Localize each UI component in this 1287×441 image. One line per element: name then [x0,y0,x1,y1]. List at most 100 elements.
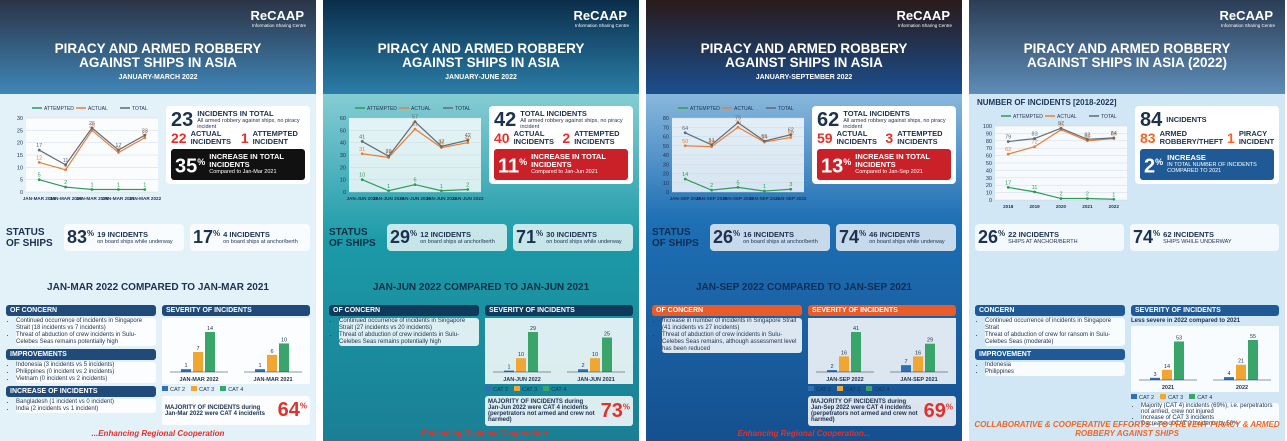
point [710,189,713,192]
point [64,168,67,171]
data-label: 11 [1032,185,1038,191]
panel: ReCAAPInformation Sharing CentrePIRACY A… [323,0,639,441]
status-note: on board ships while underway [546,239,622,245]
point [414,128,417,131]
x-tick-label: 2022 [1109,204,1120,209]
title: PIRACY AND ARMED ROBBERY AGAINST SHIPS I… [40,42,276,70]
bar-label: 2 [830,364,833,370]
increase-note: Compared to Jan-Jun 2021 [531,169,624,175]
legend-swatch [543,386,549,391]
data-label: 79 [1005,135,1011,141]
y-tick-label: 50 [340,128,346,134]
status-unit: % [87,229,94,238]
data-label: 1 [763,184,766,190]
y-tick-label: 40 [986,168,992,174]
footer: ...Enhancing Regional Cooperation [0,429,316,438]
comparison-heading: JAN-MAR 2022 COMPARED TO JAN-MAR 2021 [0,282,316,293]
severity-legend: CAT 2CAT 3CAT 4 [808,386,956,393]
logo: ReCAAP [251,8,304,23]
point [737,121,740,124]
bar [279,343,289,372]
point [1007,140,1010,143]
severity-chart: JAN-JUN 202211029JAN-JUN 202121025 [485,318,633,384]
increase-text: INCREASEIN TOTAL NUMBER OF INCIDENTS COM… [1167,154,1270,174]
header: ReCAAPInformation Sharing CentrePIRACY A… [0,0,316,94]
bar-label: 25 [604,332,610,338]
severity-legend: CAT 2CAT 3CAT 4 [162,386,310,393]
stat-value: 83 [1140,130,1156,146]
majority-pct: 64% [278,399,307,422]
point [1060,127,1063,130]
stat-label: TOTAL INCIDENTS [843,110,951,118]
data-label: 10 [359,173,365,179]
point [1033,145,1036,148]
status-pct: 83% [67,227,94,248]
note-item: Philippines (0 incident vs 2 incidents) [16,369,156,376]
status-line: 62 INCIDENTS [1163,231,1231,239]
bar-label: 29 [927,338,933,344]
status-count: 62 [1163,230,1171,239]
stat-row: 59ACTUAL INCIDENTS3ATTEMPTED INCIDENTS [817,130,951,146]
point [440,145,443,148]
y-tick-label: 60 [663,135,669,141]
notes: OF CONCERNContinued occurrence of incide… [329,302,479,346]
status-count: 22 [1008,230,1016,239]
stat-value: 2 [562,130,570,146]
y-tick-label: 80 [663,116,669,122]
bar [839,356,849,372]
bar-label: 14 [1164,364,1170,370]
logo-subtitle: Information Sharing Centre [898,23,952,28]
data-label: 2 [1059,192,1062,198]
majority-text: MAJORITY OF INCIDENTS during Jan-Sep 202… [811,399,920,423]
point [38,178,41,181]
bar-label: 10 [518,352,524,358]
bar-label: 4 [1227,371,1230,377]
legend-label: CAT 4 [874,387,889,393]
note-item: Threat of abduction of crew incidents in… [339,332,479,346]
bar [516,358,526,372]
bar [851,332,861,372]
severity-title: SEVERITY OF INCIDENTS [162,305,310,316]
status-count: 16 [743,230,751,239]
bar-label: 10 [592,352,598,358]
data-label: 50 [682,139,688,145]
bar-label: 21 [1238,359,1244,365]
status-item: 26%16 INCIDENTSon board ships at anchor/… [710,224,830,251]
data-label: 17 [1005,180,1011,186]
y-tick-label: 0 [666,190,669,196]
legend-label: ACTUAL [88,106,108,112]
point [91,188,94,191]
status-note: on board ships at anchor/berth [420,239,495,245]
stat-value: 40 [494,130,510,146]
legend-label: CAT 4 [551,387,566,393]
legend-swatch [808,386,814,391]
status-unit: % [536,229,543,238]
stat-value: 22 [171,130,187,146]
stat-value: 59 [817,130,833,146]
bar-label: 7 [904,359,907,365]
category-label: JAN-SEP 2022 [826,377,864,383]
legend-label: CAT 3 [199,387,214,393]
category-label: 2021 [1162,385,1174,391]
data-label: 6 [413,178,416,184]
status-unit: % [859,229,866,238]
status-label: INCIDENTS [557,230,597,239]
y-tick-label: 30 [17,116,23,122]
data-label: 14 [682,172,688,178]
status-note: SHIPS WHILE UNDERWAY [1163,239,1231,245]
point [414,120,417,123]
footer: COLLABORATIVE & COOPERATIVE EFFORTS - TO… [969,420,1285,438]
category-label: JAN-MAR 2021 [253,377,292,383]
note-item: Increase in number of incidents in Singa… [662,318,802,332]
point [361,140,364,143]
stat-text: TOTAL INCIDENTSAll armed robbery against… [520,110,628,130]
x-tick-label: 2019 [1029,204,1040,209]
point [1060,197,1063,200]
status-label: INCIDENTS [108,230,148,239]
stat-row: 40ACTUAL INCIDENTS2ATTEMPTED INCIDENTS [494,130,628,146]
data-label: 1 [387,184,390,190]
point [466,188,469,191]
stat-text: INCIDENTS IN TOTALAll armed robbery agai… [197,110,305,130]
